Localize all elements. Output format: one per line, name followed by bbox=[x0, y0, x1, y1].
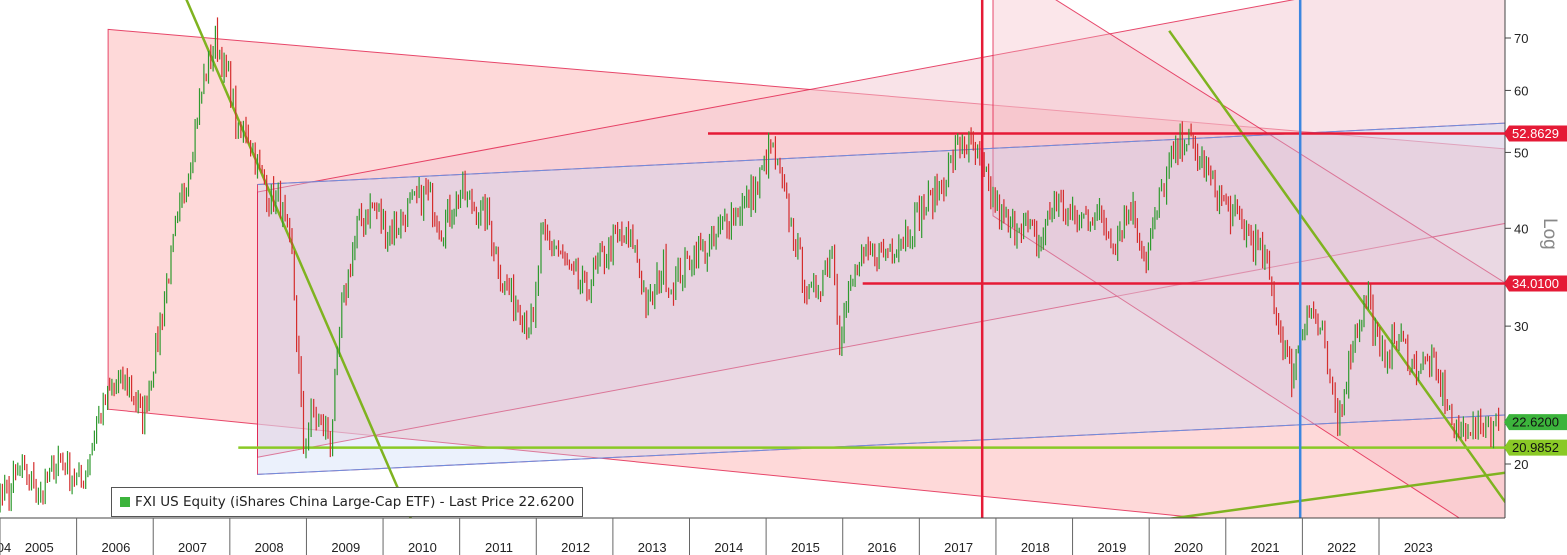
green-trendline-rising bbox=[1166, 471, 1505, 518]
x-tick-label-18: 2022 bbox=[1327, 540, 1356, 555]
y-axis-title: Log bbox=[1539, 218, 1560, 250]
price-tag-label-2: 22.6200 bbox=[1512, 415, 1559, 430]
x-tick-label-19: 2023 bbox=[1404, 540, 1433, 555]
y-tick-label-4: 60 bbox=[1514, 83, 1528, 98]
price-tag-2 bbox=[1504, 414, 1567, 431]
x-tick-label-15: 2019 bbox=[1097, 540, 1126, 555]
x-tick-label-3: 2007 bbox=[178, 540, 207, 555]
x-tick-label-2: 2006 bbox=[101, 540, 130, 555]
x-tick-label-9: 2013 bbox=[638, 540, 667, 555]
x-tick-label-16: 2020 bbox=[1174, 540, 1203, 555]
x-tick-label-4: 2008 bbox=[255, 540, 284, 555]
x-tick-label-0: 04 bbox=[0, 540, 11, 555]
price-tag-3 bbox=[1504, 439, 1567, 456]
price-tag-label-0: 52.8629 bbox=[1512, 126, 1559, 141]
legend-label: FXI US Equity (iShares China Large-Cap E… bbox=[135, 494, 575, 510]
y-tick-label-1: 30 bbox=[1514, 319, 1528, 334]
x-tick-label-8: 2012 bbox=[561, 540, 590, 555]
price-tag-label-3: 20.9852 bbox=[1512, 440, 1559, 455]
vertical-markers bbox=[980, 0, 1302, 518]
y-tick-label-5: 70 bbox=[1514, 31, 1528, 46]
blue-channel bbox=[257, 122, 1505, 475]
y-tick-label-2: 40 bbox=[1514, 221, 1528, 236]
x-tick-label-14: 2018 bbox=[1021, 540, 1050, 555]
price-tag-1 bbox=[1504, 275, 1567, 292]
x-tick-label-6: 2010 bbox=[408, 540, 437, 555]
y-tick-label-0: 20 bbox=[1514, 457, 1528, 472]
legend-swatch-icon bbox=[120, 497, 130, 507]
horizontal-levels bbox=[238, 132, 1505, 449]
x-tick-label-10: 2014 bbox=[714, 540, 743, 555]
x-tick-label-12: 2016 bbox=[868, 540, 897, 555]
y-tick-label-6: 80 bbox=[1514, 0, 1528, 1]
chart-legend: FXI US Equity (iShares China Large-Cap E… bbox=[111, 487, 584, 517]
falling-channel bbox=[992, 0, 1505, 518]
x-tick-label-7: 2011 bbox=[485, 540, 513, 555]
x-tick-label-1: 2005 bbox=[25, 540, 54, 555]
x-tick-label-17: 2021 bbox=[1251, 540, 1280, 555]
x-tick-label-5: 2009 bbox=[331, 540, 360, 555]
price-tag-0 bbox=[1504, 125, 1567, 142]
trend-channels bbox=[107, 0, 1505, 518]
price-tags: 52.8629 34.0100 22.6200 20.9852 bbox=[1504, 125, 1567, 456]
y-tick-label-3: 50 bbox=[1514, 145, 1528, 160]
price-tag-label-1: 34.0100 bbox=[1512, 276, 1559, 291]
green-trendline-2020 bbox=[1168, 30, 1505, 504]
x-tick-label-13: 2017 bbox=[944, 540, 973, 555]
blue-channel-bottom bbox=[257, 414, 1505, 475]
x-tick-label-11: 2015 bbox=[791, 540, 820, 555]
